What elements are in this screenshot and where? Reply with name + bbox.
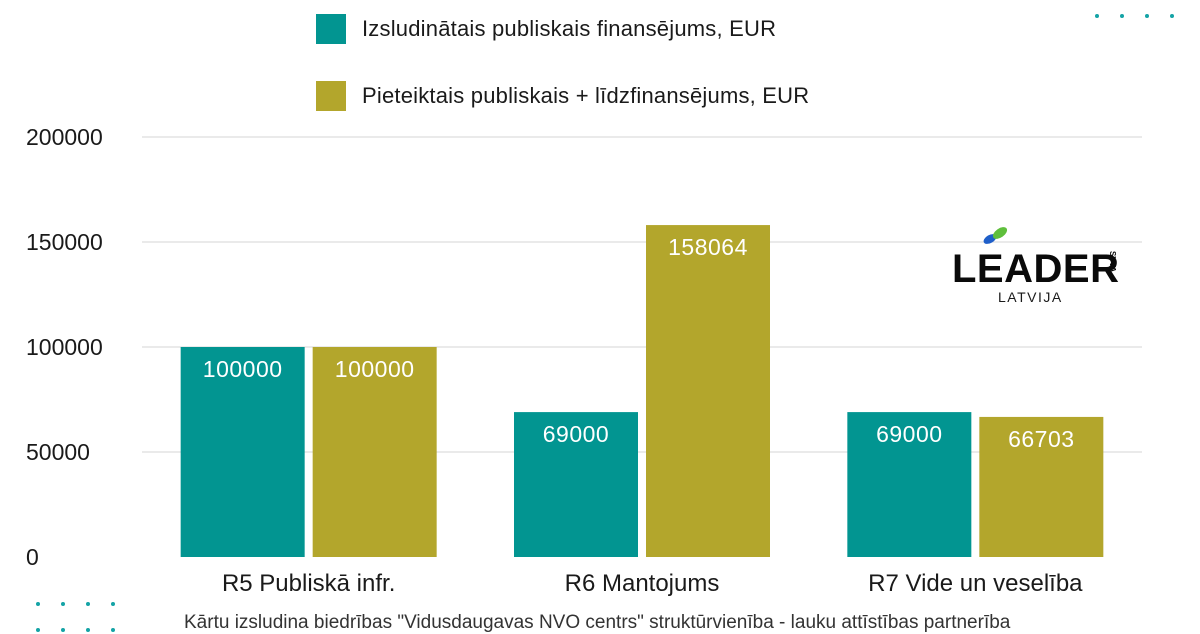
logo-badge: SVVA [1108,251,1117,273]
data-label-2-1: 100000 [335,356,415,382]
y-tick-label: 100000 [26,334,103,360]
legend-swatch-series-2 [316,81,346,111]
x-tick-label: R5 Publiskā infr. [222,570,395,597]
decorative-dots-bottom-left [36,602,115,632]
decorative-dots-top-right [1095,14,1174,18]
bar-2-2 [646,225,770,557]
data-label-1-2: 69000 [543,421,609,447]
y-tick-label: 50000 [26,439,90,465]
legend-label-series-2: Pieteiktais publiskais + līdzfinansējums… [362,83,810,108]
footnote-text: Kārtu izsludina biedrības "Vidusdaugavas… [184,612,1011,633]
bar-1-2 [514,412,638,557]
legend-label-series-1: Izsludinātais publiskais finansējums, EU… [362,16,777,41]
bar-1-1 [180,347,305,557]
bar-2-1 [312,347,437,557]
bar-2-3 [979,416,1104,557]
data-label-2-2: 158064 [668,234,748,260]
data-label-1-1: 100000 [203,356,283,382]
data-label-1-3: 69000 [876,421,942,447]
legend-swatch-series-1 [316,14,346,44]
x-tick-label: R6 Mantojums [565,570,720,597]
leader-latvija-logo: LEADER SVVA LATVIJA [950,225,1120,315]
y-tick-label: 150000 [26,229,103,255]
y-tick-label: 0 [26,544,39,570]
y-tick-label: 200000 [26,124,103,150]
x-tick-label: R7 Vide un veselība [868,570,1083,597]
data-label-2-3: 66703 [1008,426,1074,452]
legend-item-series-1: Izsludinātais publiskais finansējums, EU… [316,14,776,44]
leaf-icon [983,227,1008,244]
bar-1-3 [847,412,972,557]
logo-wordmark: LEADER [952,247,1120,291]
legend-item-series-2: Pieteiktais publiskais + līdzfinansējums… [316,81,809,111]
logo-subtitle: LATVIJA [998,289,1063,305]
